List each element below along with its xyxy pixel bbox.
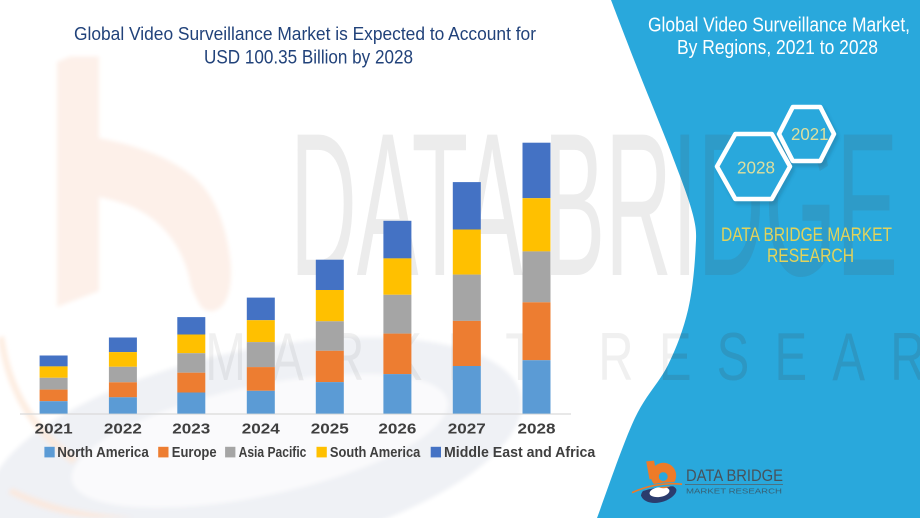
svg-text:2021: 2021 — [791, 124, 829, 144]
svg-text:2021: 2021 — [35, 422, 73, 438]
svg-text:Global Video Surveillance Mark: Global Video Surveillance Market is Expe… — [74, 24, 536, 44]
svg-text:RESEARCH: RESEARCH — [767, 246, 854, 267]
svg-text:2028: 2028 — [737, 158, 775, 178]
svg-text:USD 100.35 Billion by 2028: USD 100.35 Billion by 2028 — [204, 46, 413, 68]
svg-text:2028: 2028 — [518, 422, 556, 438]
svg-text:2027: 2027 — [448, 422, 486, 438]
svg-text:MARKET RESEARCH: MARKET RESEARCH — [686, 489, 782, 496]
svg-text:2022: 2022 — [104, 422, 142, 438]
svg-text:Asia Pacific: Asia Pacific — [239, 445, 307, 461]
svg-text:By Regions, 2021 to 2028: By Regions, 2021 to 2028 — [677, 36, 878, 59]
svg-text:DATA BRIDGE MARKET: DATA BRIDGE MARKET — [721, 225, 892, 246]
svg-text:South America: South America — [330, 445, 421, 461]
svg-text:Europe: Europe — [172, 445, 217, 461]
svg-text:Global Video Surveillance Mark: Global Video Surveillance Market, — [648, 14, 910, 37]
svg-text:North America: North America — [57, 445, 149, 461]
svg-text:2024: 2024 — [242, 422, 281, 438]
svg-text:2025: 2025 — [311, 422, 349, 438]
svg-text:DATA BRIDGE: DATA BRIDGE — [686, 466, 783, 485]
svg-text:Middle East and Africa: Middle East and Africa — [444, 445, 596, 461]
svg-text:2023: 2023 — [172, 422, 210, 438]
svg-text:2026: 2026 — [378, 422, 416, 438]
